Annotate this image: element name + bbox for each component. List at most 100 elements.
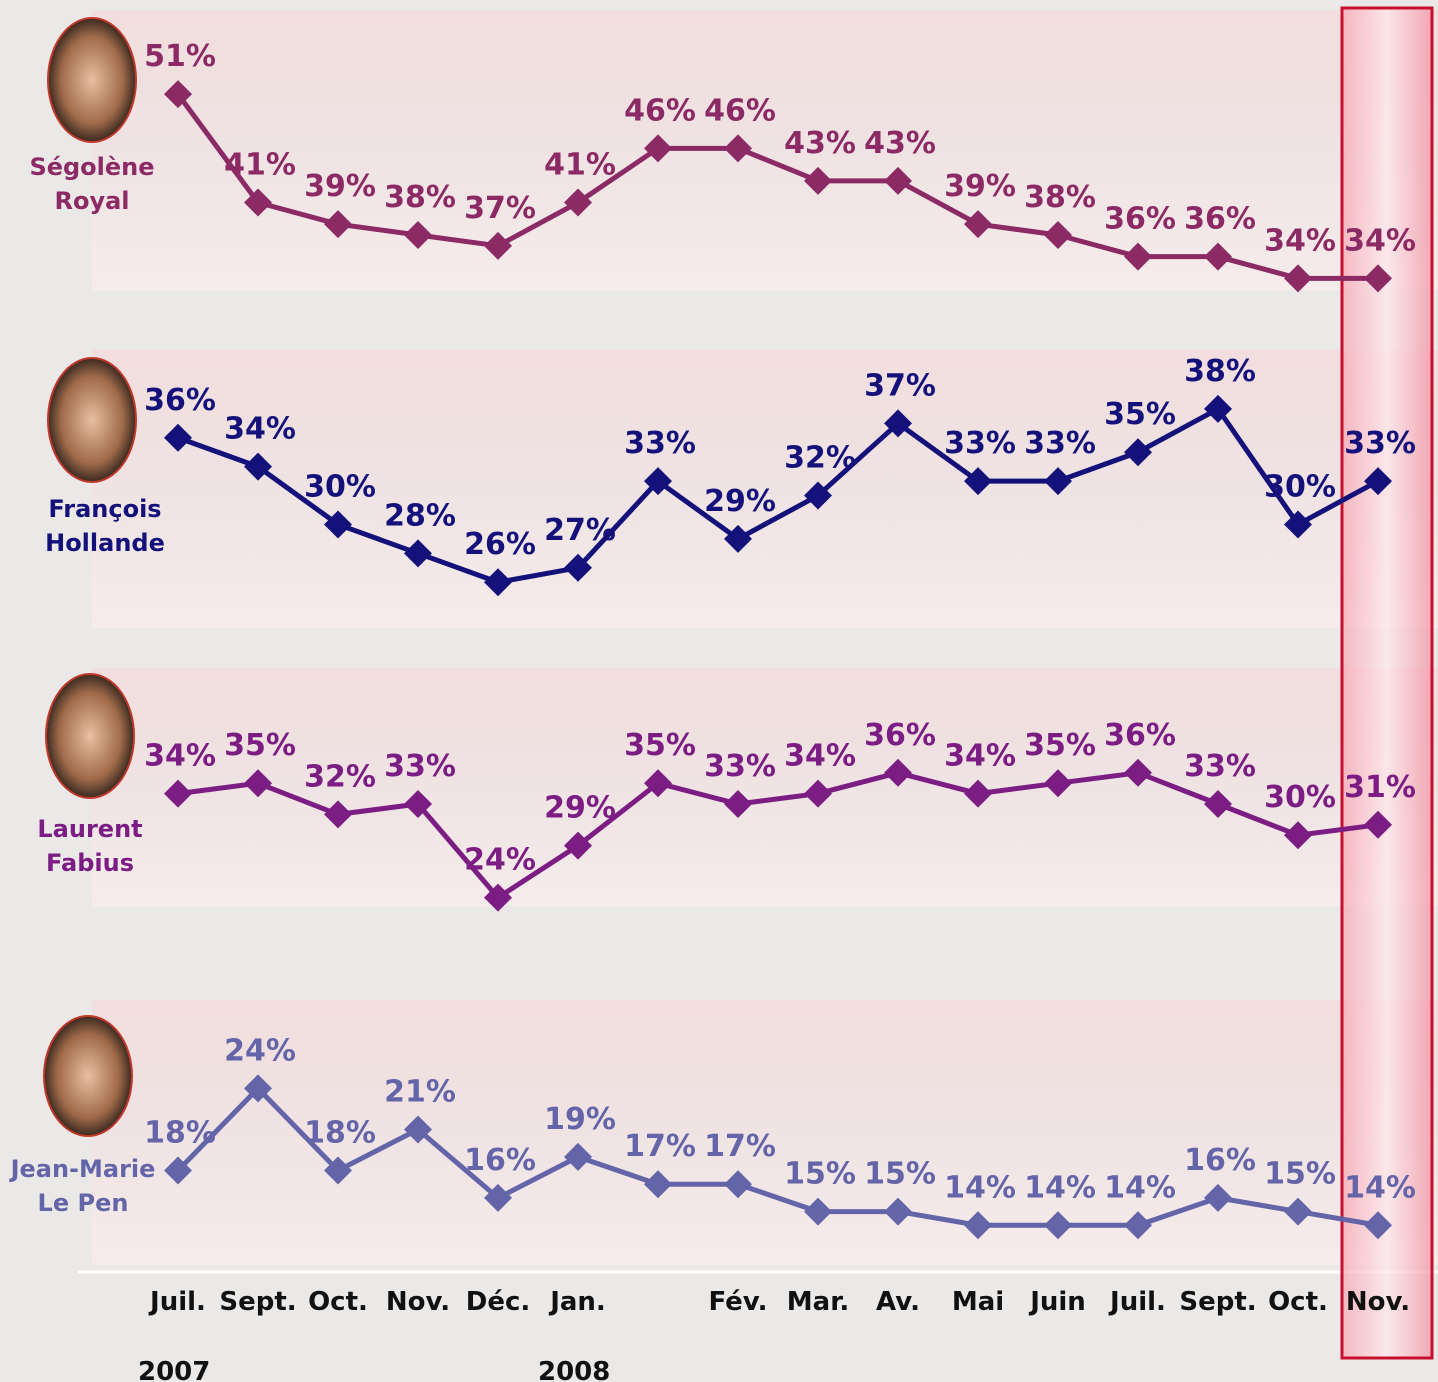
marker xyxy=(564,831,592,860)
series-line xyxy=(177,770,1379,901)
marker xyxy=(564,188,592,217)
value-label: 37% xyxy=(464,191,536,226)
value-label: 36% xyxy=(1104,202,1176,237)
value-label: 33% xyxy=(704,749,776,784)
value-label: 24% xyxy=(224,1033,296,1068)
x-tick-label: Nov. xyxy=(386,1287,450,1317)
marker xyxy=(1204,790,1232,818)
marker xyxy=(1124,758,1152,787)
value-label: 51% xyxy=(144,39,216,74)
x-tick-label: Sept. xyxy=(1179,1287,1256,1317)
series-name: Jean-Marie Le Pen xyxy=(10,1155,156,1217)
marker xyxy=(884,1197,912,1226)
marker xyxy=(964,210,992,239)
marker xyxy=(244,1074,272,1103)
value-label: 18% xyxy=(144,1116,216,1151)
marker xyxy=(964,1211,992,1240)
x-tick-label: Fév. xyxy=(708,1287,767,1317)
series-name: Ségolène Royal xyxy=(29,153,155,215)
marker xyxy=(164,1156,192,1185)
marker xyxy=(1124,1211,1152,1240)
value-label: 16% xyxy=(464,1143,536,1178)
x-group-label: 2007 xyxy=(138,1357,210,1382)
value-label: 34% xyxy=(224,412,296,447)
marker xyxy=(164,779,192,808)
marker xyxy=(324,510,352,539)
marker xyxy=(644,467,672,496)
x-tick-label: Mar. xyxy=(787,1287,849,1317)
value-label: 41% xyxy=(224,148,296,183)
x-tick-label: Juin xyxy=(1028,1287,1086,1317)
value-label: 14% xyxy=(944,1170,1016,1205)
value-label: 19% xyxy=(544,1102,616,1137)
marker xyxy=(1364,264,1392,293)
value-label: 43% xyxy=(784,126,856,161)
value-label: 33% xyxy=(944,426,1016,461)
value-label: 43% xyxy=(864,126,936,161)
marker xyxy=(1124,438,1152,467)
value-label: 35% xyxy=(1104,397,1176,432)
marker xyxy=(1204,242,1232,271)
x-tick-label: Jan. xyxy=(548,1287,606,1317)
x-group-label: 2008 xyxy=(538,1357,610,1382)
series-line xyxy=(177,406,1380,585)
value-label: 33% xyxy=(1184,749,1256,784)
marker xyxy=(484,568,512,597)
value-label: 36% xyxy=(864,718,936,753)
value-label: 34% xyxy=(1264,223,1336,258)
marker xyxy=(964,467,992,496)
marker xyxy=(804,481,832,510)
panel-bg xyxy=(92,10,1438,290)
marker xyxy=(244,188,272,217)
value-label: 34% xyxy=(944,739,1016,774)
value-label: 28% xyxy=(384,498,456,533)
marker xyxy=(404,1115,432,1144)
portrait xyxy=(45,673,135,799)
value-label: 39% xyxy=(304,169,376,204)
value-label: 14% xyxy=(1104,1170,1176,1205)
panel-bg xyxy=(92,350,1438,628)
value-label: 46% xyxy=(624,93,696,128)
marker xyxy=(1284,510,1312,539)
value-label: 30% xyxy=(1264,469,1336,504)
value-label: 39% xyxy=(944,169,1016,204)
value-label: 33% xyxy=(1344,426,1416,461)
marker xyxy=(564,1142,592,1171)
value-label: 34% xyxy=(784,739,856,774)
value-label: 15% xyxy=(1264,1157,1336,1192)
portrait xyxy=(47,357,137,483)
marker xyxy=(644,134,672,163)
marker xyxy=(1204,394,1232,423)
marker xyxy=(884,758,912,787)
value-label: 46% xyxy=(704,93,776,128)
marker xyxy=(1284,1197,1312,1226)
marker xyxy=(804,166,832,195)
x-tick-label: Juil. xyxy=(148,1287,206,1317)
series-line xyxy=(175,92,1378,281)
marker xyxy=(484,231,512,260)
value-label: 26% xyxy=(464,527,536,562)
value-label: 41% xyxy=(544,148,616,183)
value-label: 38% xyxy=(1024,180,1096,215)
value-label: 36% xyxy=(144,383,216,418)
portrait xyxy=(47,17,137,143)
value-label: 32% xyxy=(304,759,376,794)
marker xyxy=(484,1183,512,1212)
marker xyxy=(724,134,752,163)
x-tick-label: Nov. xyxy=(1346,1287,1410,1317)
series-line xyxy=(176,1085,1379,1228)
backgrounds xyxy=(43,6,1438,1360)
value-label: 29% xyxy=(704,484,776,519)
value-label: 31% xyxy=(1344,770,1416,805)
marker xyxy=(564,553,592,582)
value-label: 33% xyxy=(624,426,696,461)
value-label: 15% xyxy=(784,1157,856,1192)
marker xyxy=(1284,264,1312,293)
marker xyxy=(724,790,752,818)
value-label: 14% xyxy=(1344,1170,1416,1205)
value-label: 21% xyxy=(384,1074,456,1109)
marker xyxy=(484,883,512,912)
marker xyxy=(1284,821,1312,850)
marker xyxy=(1204,1183,1232,1212)
